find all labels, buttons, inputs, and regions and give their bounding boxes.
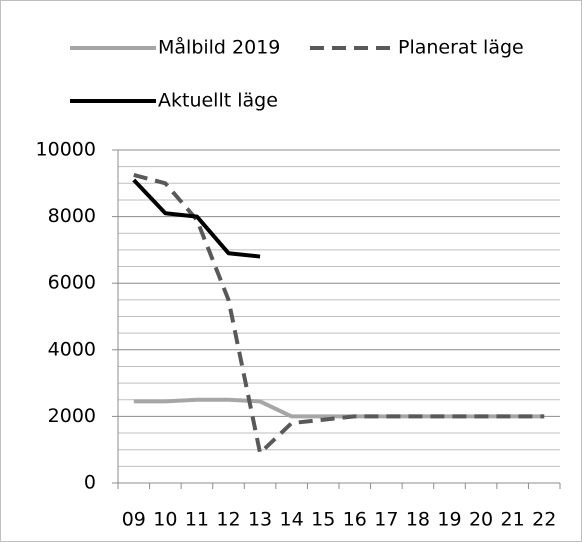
y-tick-label: 0 bbox=[84, 472, 96, 494]
x-tick-label: 18 bbox=[406, 509, 430, 531]
legend-label: Planerat läge bbox=[398, 37, 524, 59]
x-tick-label: 17 bbox=[374, 509, 398, 531]
y-tick-label: 8000 bbox=[48, 205, 96, 227]
x-tick-label: 12 bbox=[216, 509, 240, 531]
y-tick-label: 4000 bbox=[48, 338, 96, 360]
x-tick-label: 15 bbox=[311, 509, 335, 531]
x-tick-label: 21 bbox=[501, 509, 525, 531]
x-tick-label: 14 bbox=[280, 509, 304, 531]
x-tick-label: 22 bbox=[532, 509, 556, 531]
x-tick-label: 19 bbox=[437, 509, 461, 531]
x-tick-label: 16 bbox=[343, 509, 367, 531]
y-tick-label: 10000 bbox=[36, 139, 96, 161]
series-line bbox=[133, 173, 545, 456]
y-tick-label: 6000 bbox=[48, 272, 96, 294]
x-tick-label: 13 bbox=[248, 509, 272, 531]
legend-label: Målbild 2019 bbox=[158, 36, 280, 59]
x-tick-label: 11 bbox=[185, 509, 209, 531]
x-tick-label: 09 bbox=[122, 509, 146, 531]
y-tick-label: 2000 bbox=[48, 405, 96, 427]
series-line bbox=[132, 178, 261, 259]
legend-label: Aktuellt läge bbox=[158, 90, 278, 112]
x-tick-label: 20 bbox=[469, 509, 493, 531]
x-tick-label: 10 bbox=[153, 509, 177, 531]
